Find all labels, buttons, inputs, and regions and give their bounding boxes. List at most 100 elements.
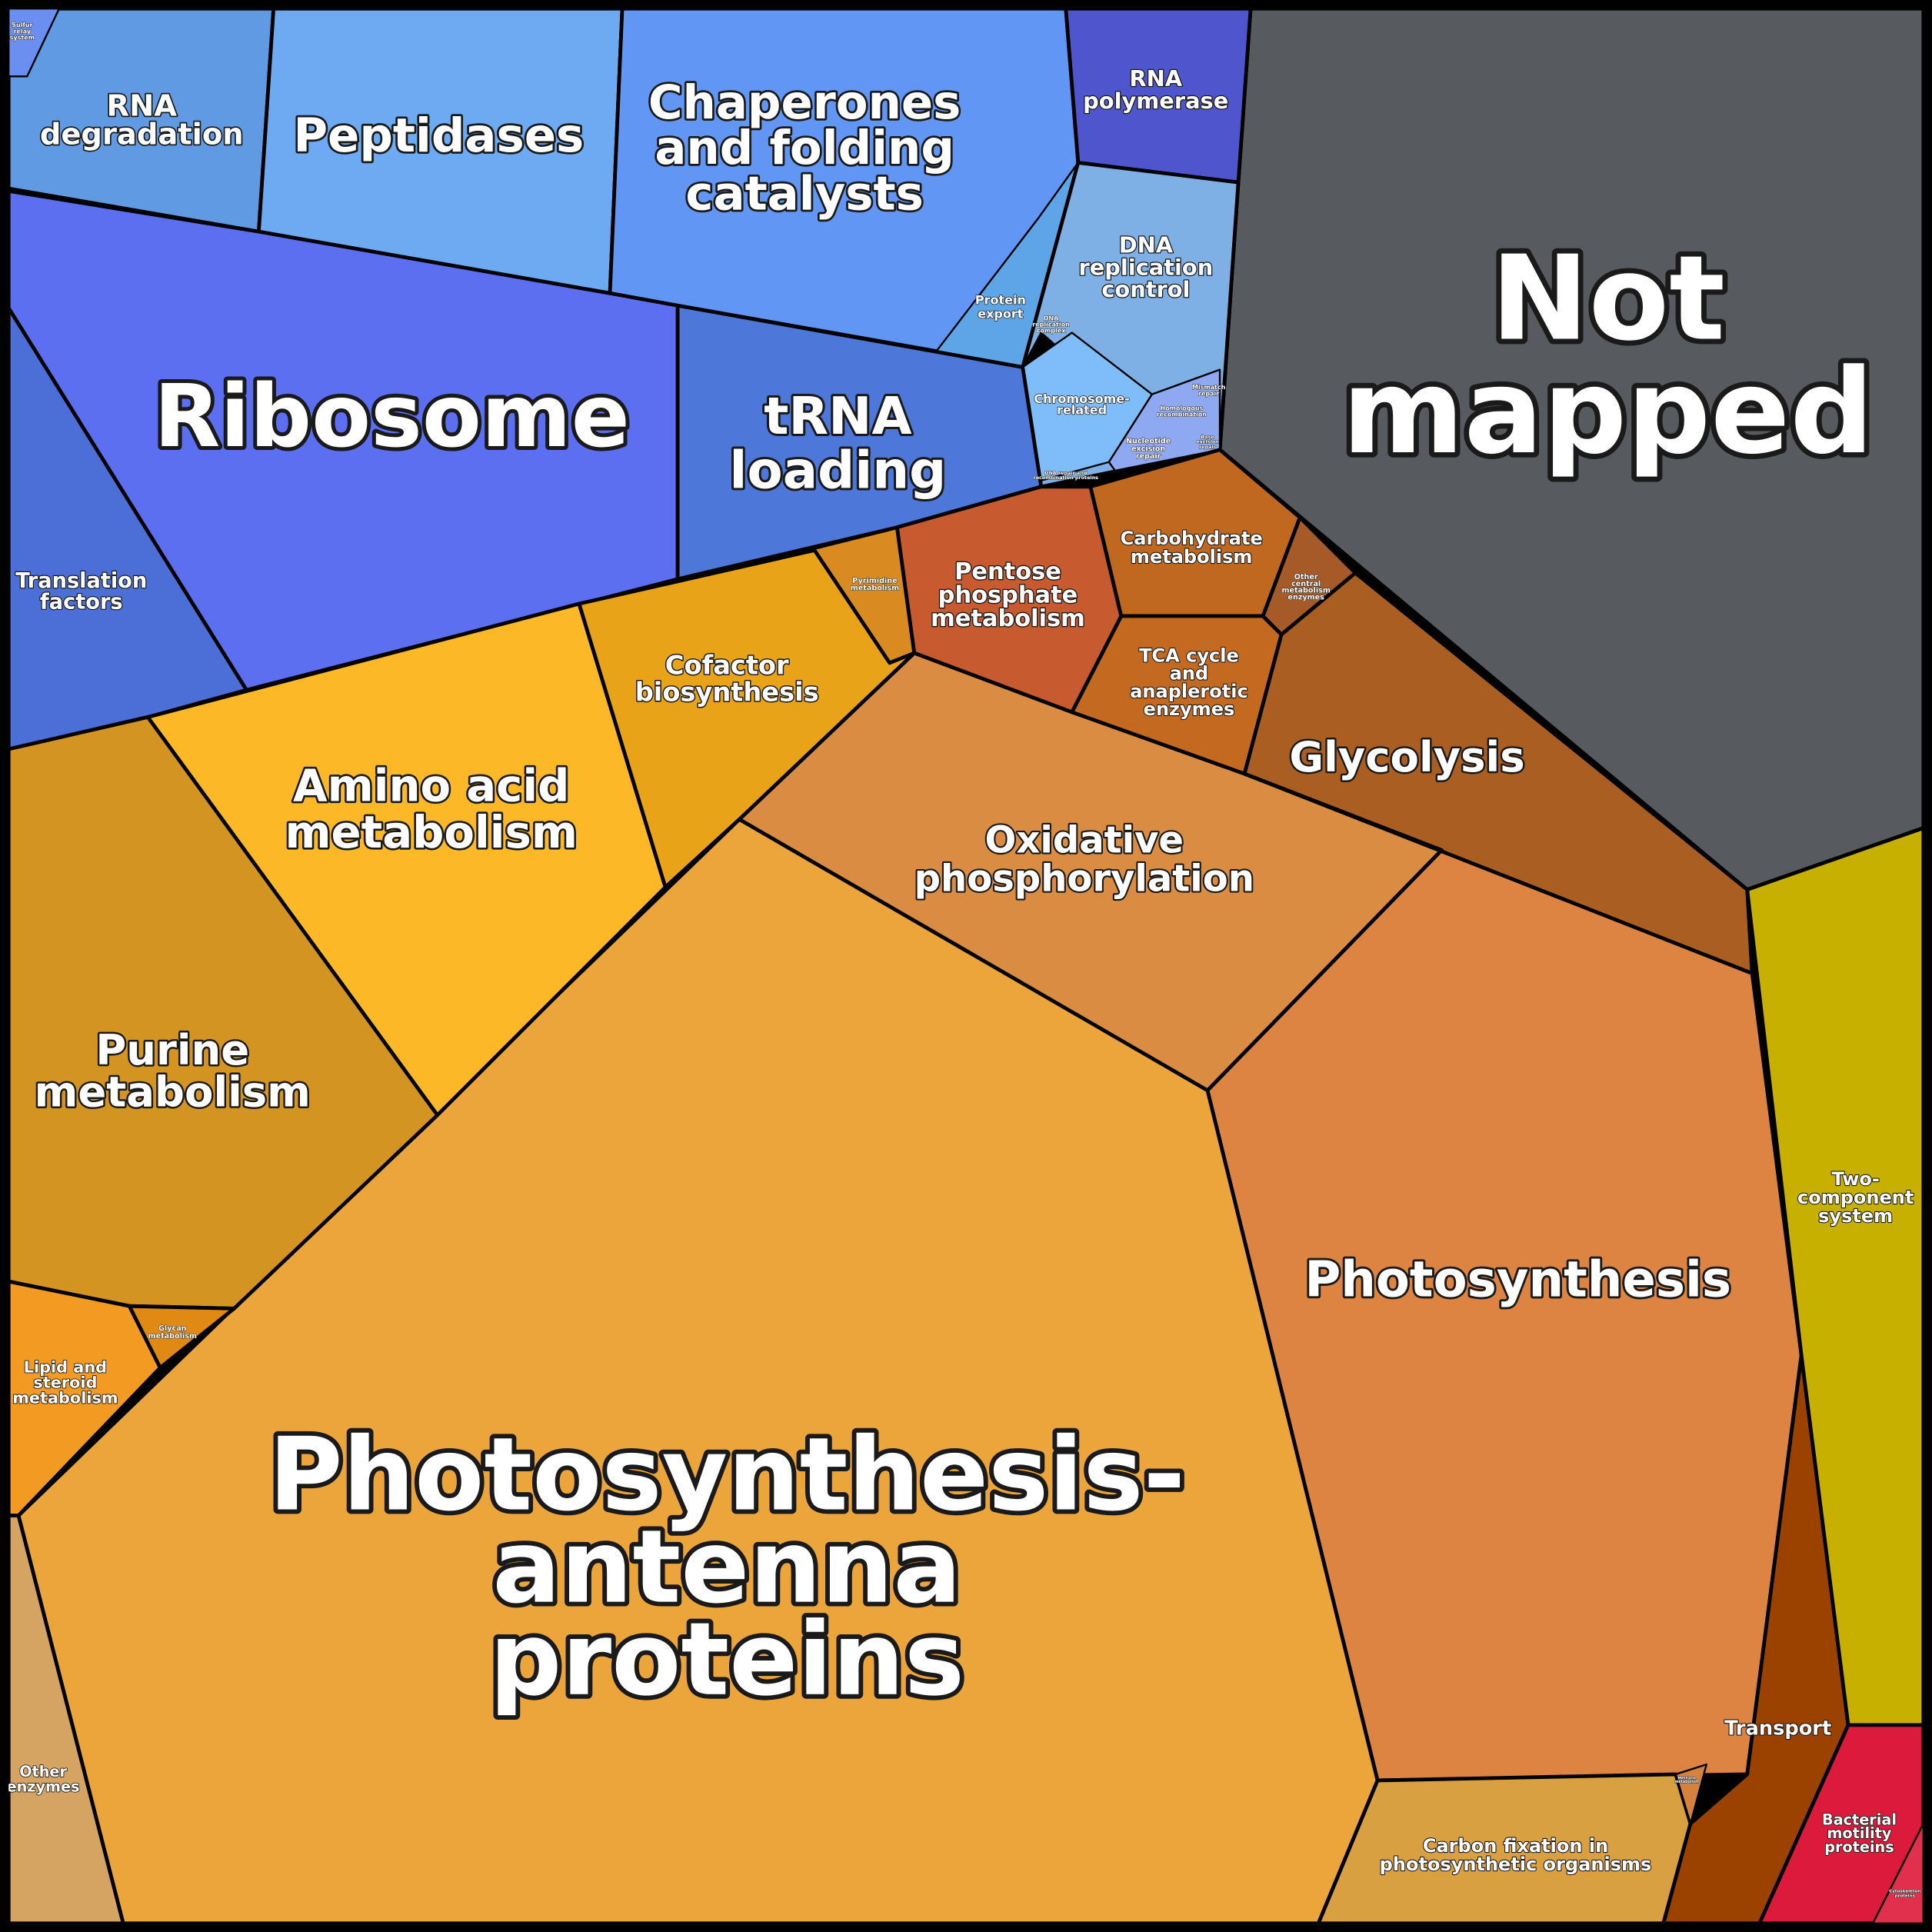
label-line: Cofactor [665,650,789,680]
label-sulfur-relay: Sulfur relay system [10,22,35,41]
label-line: enzymes [1287,593,1324,601]
label-line: DNA [1119,232,1174,258]
label-mismatch-repair: Mismatch repair [1192,384,1226,397]
label-glycan: Glycan metabolism [148,1324,197,1341]
label-protein-export: Protein export [975,293,1026,321]
label-photosynthesis-antenna: Photosynthesis-antenna proteins [268,1416,1185,1718]
label-line: replication [1079,254,1214,280]
label-line: tRNA [764,386,911,446]
label-line: Purine [95,1025,249,1074]
label-glycolysis: Glycolysis [1289,732,1524,781]
label-line: photosynthetic organisms [1380,1854,1652,1875]
label-line: repair [1198,390,1219,397]
label-line: metabolism [12,1389,118,1407]
label-pyrimidine: Pyrimidine metabolism [851,577,899,593]
region-dna-repair [1108,368,1221,472]
label-oxidative-phosphorylation: Oxidative phosphorylation [914,819,1254,901]
label-line: Lipid and [24,1358,107,1377]
label-line: system [1818,1205,1893,1227]
label-line: recombination proteins [1034,475,1099,481]
label-base-excision-repair: Base excision repair [1196,434,1219,450]
label-amino-acid: Amino acid metabolism [285,759,577,858]
label-line: repair [1136,452,1161,461]
label-line: Chaperones [648,75,961,130]
label-line: phosphorylation [914,857,1254,900]
label-cofactor: Cofactor biosynthesis [635,650,819,707]
label-methane: Methane metabolism [1674,1776,1699,1784]
label-line: degradation [40,117,244,152]
label-line: enzymes [7,1777,80,1795]
label-line: replication [1032,321,1070,328]
label-line: Bacterial [1822,1811,1897,1829]
label-line: Sulfur [12,22,32,28]
label-bacterial-motility: Bacterial motility proteins [1822,1811,1897,1856]
label-line: and folding [655,121,954,175]
label-line: Mismatch [1192,384,1226,391]
label-carbohydrate: Carbohydrate metabolism [1121,528,1263,568]
label-peptidases: Peptidases [293,108,584,163]
label-line: loading [729,440,946,500]
label-dna-replication-control: DNA replication control [1079,232,1214,302]
label-other-central: Other central metabolism enzymes [1281,573,1330,601]
label-line: Pyrimidine [852,577,898,585]
label-line: DNA [1044,315,1059,322]
label-line: metabolism [851,584,899,592]
label-transport: Transport [1724,1717,1831,1740]
label-line: Photosynthesis [1304,1251,1731,1308]
label-line: metabolism [285,806,577,858]
label-chromosome-related: Chromosome-related [1034,391,1129,417]
label-line: mapped [1342,344,1874,480]
label-line: metabolism [1674,1780,1699,1784]
label-line: metabolism [148,1332,197,1341]
label-tca: TCA cycle and anaplerotic enzymes [1130,645,1248,720]
label-line: catalysts [685,166,923,221]
label-line: control [1101,276,1190,302]
label-line: proteins [489,1601,964,1718]
label-line: Homologous [1160,405,1203,411]
label-line: Methane [1677,1776,1696,1780]
label-line: export [978,306,1024,321]
label-line: motility [1827,1824,1892,1842]
label-line: central [1291,580,1321,588]
region-glycan [127,1304,236,1370]
label-line: component [1797,1187,1914,1208]
label-line: RNA [106,89,177,124]
label-line: metabolism [1281,587,1330,595]
label-other-enzymes: Other enzymes [7,1763,80,1795]
label-ribosome: Ribosome [154,367,630,467]
label-line: complex [1037,328,1066,335]
label-line: phosphate [938,581,1078,608]
label-chaperones: Chaperones and folding catalysts [648,75,961,222]
label-nucleotide-excision-repair: Nucleotide excision repair [1126,438,1171,461]
label-line: system [10,34,35,41]
label-purine: Purine metabolism [35,1025,311,1116]
label-rna-degradation: RNA degradation [40,89,244,152]
label-cytoskeleton: Cytoskeleton proteins [1889,1890,1920,1899]
label-line: Other [19,1763,67,1780]
label-line: excision [1196,439,1219,445]
region-methane [1674,1763,1708,1825]
label-line: biosynthesis [635,678,819,708]
label-line: repair [1199,444,1217,450]
label-line: relay [14,28,32,35]
label-line: anaplerotic [1130,681,1248,702]
label-line: Two- [1831,1168,1879,1190]
label-lipid: Lipid and steroid metabolism [12,1358,118,1407]
label-dna-replication-complex: DNA replication complex [1032,315,1070,335]
label-trna-loading: tRNA loading [729,386,946,500]
label-line: Pentose [954,558,1061,585]
label-line: antenna [492,1508,961,1626]
label-line: Base [1201,434,1214,440]
label-line: factors [40,590,123,614]
label-line: excision [1131,445,1165,453]
label-two-component: Two-component system [1797,1168,1914,1227]
label-line: TCA cycle [1139,645,1239,666]
label-line: enzymes [1144,698,1235,720]
region-cofactor [577,540,917,889]
label-line: polymerase [1083,88,1228,114]
region-glycolysis [1242,571,1754,976]
label-line: Protein [975,293,1026,308]
label-line: Ribosome [154,367,630,467]
label-line: Glycan [158,1324,187,1333]
